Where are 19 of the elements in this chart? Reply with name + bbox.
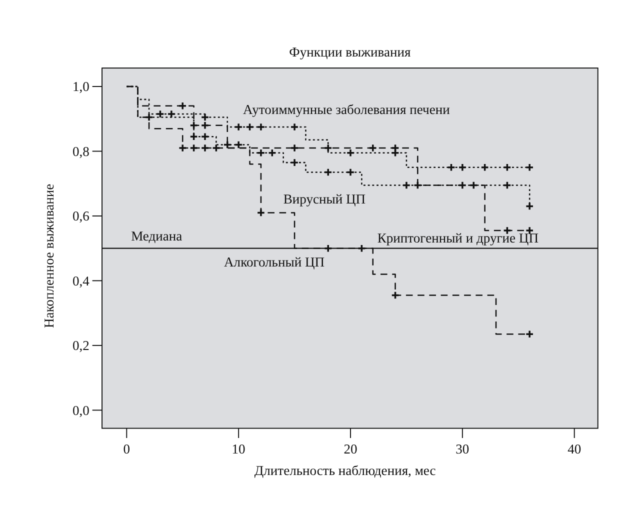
- chart-title: Функции выживания: [289, 44, 411, 60]
- series-label: Вирусный ЦП: [283, 192, 366, 207]
- x-tick-label: 10: [232, 441, 246, 456]
- y-axis-title: Накопленное выживание: [42, 184, 57, 328]
- y-tick-label: 0,6: [72, 208, 90, 224]
- y-tick-label: 0,8: [72, 144, 90, 159]
- y-tick-label: 0,2: [72, 338, 90, 354]
- y-tick-label: 1,0: [72, 79, 90, 94]
- x-tick-label: 30: [456, 441, 470, 456]
- y-tick-label: 0,4: [72, 273, 90, 288]
- x-tick-label: 20: [344, 441, 358, 456]
- x-tick-label: 0: [123, 441, 130, 456]
- series-label: Алкогольный ЦП: [224, 254, 325, 270]
- y-tick-label: 0,0: [72, 402, 90, 418]
- x-tick-label: 40: [568, 441, 582, 456]
- x-axis-title: Длительность наблюдения, мес: [254, 462, 436, 478]
- series-label: Аутоиммунные заболевания печени: [243, 102, 450, 117]
- series-label: Криптогенный и другие ЦП: [377, 230, 539, 246]
- ref-line-label: Медиана: [131, 228, 182, 244]
